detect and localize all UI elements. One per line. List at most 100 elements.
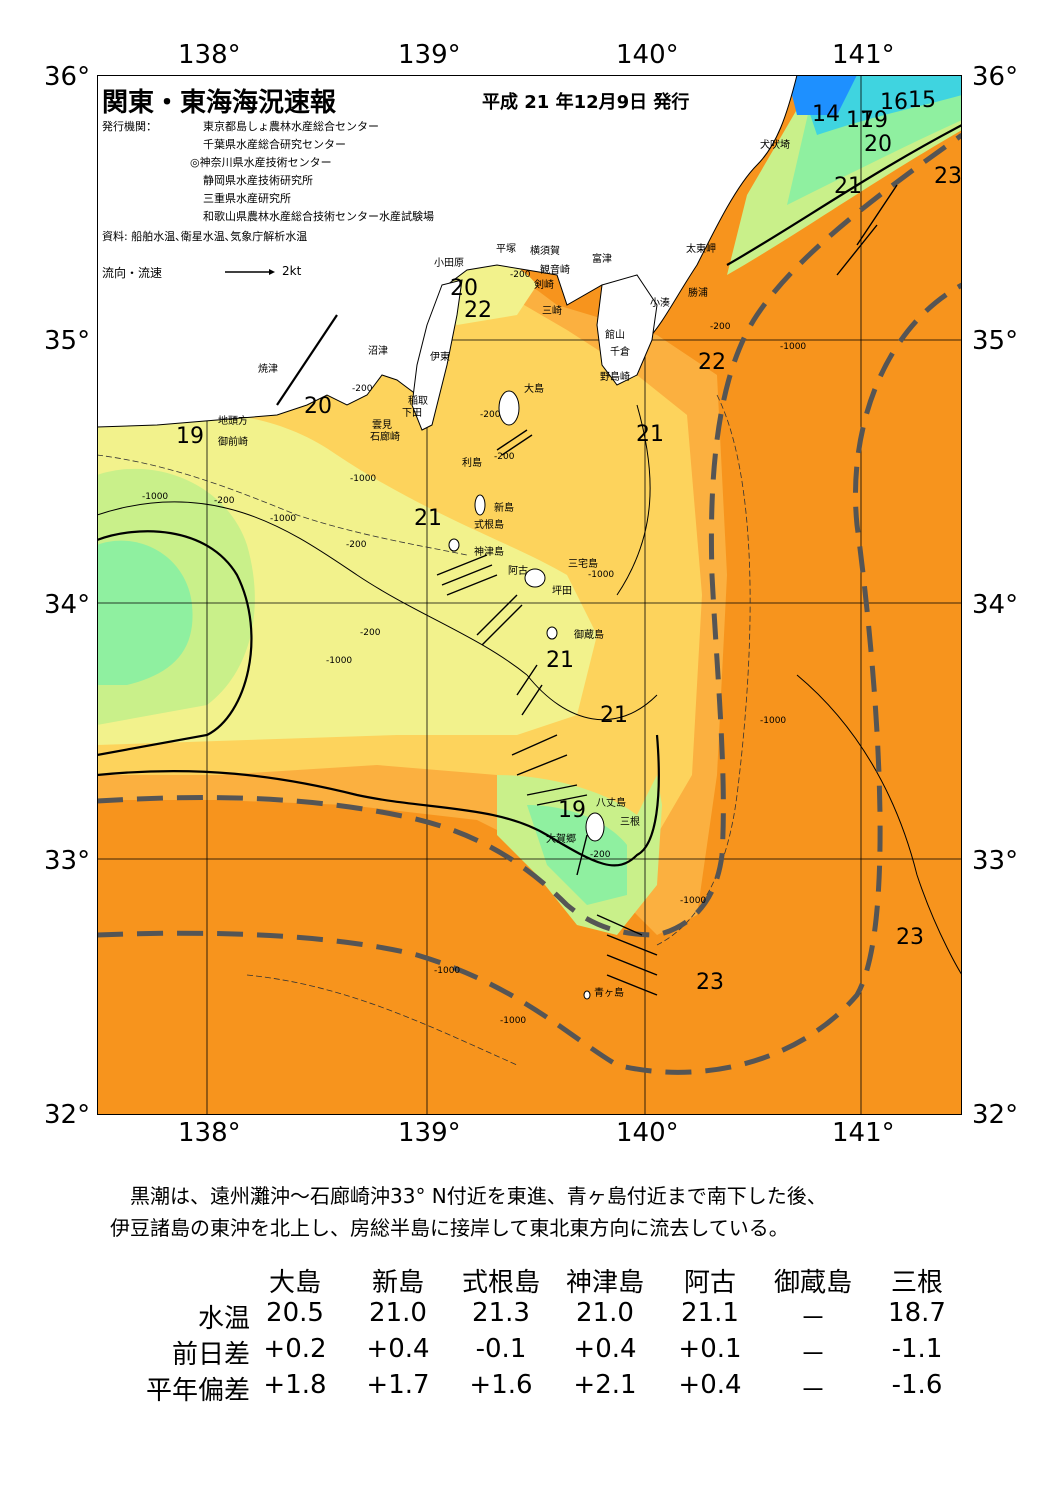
table-cell: 21.3 <box>472 1298 530 1328</box>
island-miyakejima <box>524 568 546 588</box>
water-band-18 <box>97 540 193 685</box>
place-futtsu: 富津 <box>592 254 612 265</box>
issuer-6: 和歌山県農林水産総合技術センター水産試験場 <box>203 210 434 223</box>
place-omaezaki: 御前崎 <box>218 437 248 448</box>
summary-line-2: 伊豆諸島の東沖を北上し、房総半島に接岸して東北東方向に流去している。 <box>110 1216 789 1240</box>
issuer-3: ◎神奈川県水産技術センター <box>190 156 332 169</box>
depth-label: -1000 <box>588 570 615 580</box>
column-header: 新島 <box>371 1268 424 1298</box>
current-arrows <box>436 184 898 996</box>
place-irozaki: 石廊崎 <box>370 432 400 443</box>
lon-label-bottom-140: 140° <box>616 1118 679 1148</box>
map-frame <box>97 75 962 1115</box>
issuer-5: 三重県水産研究所 <box>203 192 291 205</box>
table-cell: -1.1 <box>891 1334 943 1364</box>
temp-label-15: 15 <box>908 88 936 113</box>
column-header: 大島 <box>268 1268 321 1298</box>
lat-label-right-35: 35° <box>972 326 1019 356</box>
depth-label: -200 <box>590 850 611 860</box>
column-header: 阿古 <box>683 1268 736 1298</box>
temp-label-17: 17 <box>846 108 874 133</box>
island-kozushima <box>448 538 460 552</box>
place-aogashima: 青ヶ島 <box>594 988 624 999</box>
lat-label-left-34: 34° <box>44 590 91 620</box>
place-hachijojima: 八丈島 <box>596 798 626 809</box>
place-katsuura: 勝浦 <box>688 288 708 299</box>
table-cell: -1.6 <box>891 1370 943 1400</box>
island-hachijojima <box>585 812 605 842</box>
lat-label-right-36: 36° <box>972 62 1019 92</box>
place-taito-misaki: 太東岬 <box>686 244 716 255</box>
lon-label-bottom-141: 141° <box>832 1118 895 1148</box>
place-inubosaki: 犬吠埼 <box>760 140 790 151</box>
table-cell: +0.4 <box>573 1334 637 1364</box>
place-mikurajima: 御蔵島 <box>574 630 604 641</box>
temp-label-21-south: 21 <box>600 703 628 728</box>
table-row: 前日差 +0.2 +0.4 -0.1 +0.4 +0.1 － -1.1 <box>110 1334 970 1370</box>
place-odawara: 小田原 <box>434 258 464 269</box>
depth-label: -1000 <box>434 966 461 976</box>
table-cell: － <box>799 1304 826 1334</box>
table-cell: -0.1 <box>475 1334 527 1364</box>
place-shikinejima: 式根島 <box>474 520 504 531</box>
place-miyakejima: 三宅島 <box>568 559 598 570</box>
issuer-1: 東京都島しょ農林水産総合センター <box>203 120 379 133</box>
depth-label: -200 <box>494 452 515 462</box>
island-niijima <box>474 494 486 516</box>
depth-label: -200 <box>352 384 373 394</box>
issuer-4: 静岡県水産技術研究所 <box>203 174 313 187</box>
column-header: 三根 <box>890 1268 943 1298</box>
lat-label-right-32: 32° <box>972 1100 1019 1130</box>
table-row: 平年偏差 +1.8 +1.7 +1.6 +2.1 +0.4 － -1.6 <box>110 1370 970 1406</box>
island-aogashima <box>583 990 591 1000</box>
table-cell: +0.4 <box>366 1334 430 1364</box>
depth-label: -1000 <box>680 896 707 906</box>
table-header-row: 大島 新島 式根島 神津島 阿古 御蔵島 三根 <box>110 1262 970 1298</box>
lat-label-right-34: 34° <box>972 590 1019 620</box>
table-cell: +0.4 <box>678 1370 742 1400</box>
temp-label-21-mikura: 21 <box>546 648 574 673</box>
lat-label-right-33: 33° <box>972 846 1019 876</box>
kuroshio-summary: 黒潮は、遠州灘沖～石廊崎沖33° N付近を東進、青ヶ島付近まで南下した後、 伊豆… <box>110 1180 970 1244</box>
depth-label: -200 <box>214 496 235 506</box>
temp-label-23-ne: 23 <box>934 164 962 189</box>
temp-label-19-ne: 19 <box>860 108 888 133</box>
table-cell: － <box>799 1340 826 1370</box>
issue-date: 平成 21 年12月9日 発行 <box>482 92 690 113</box>
table-cell: +2.1 <box>573 1370 637 1400</box>
depth-label: -200 <box>360 628 381 638</box>
legend-label: 流向・流速 <box>102 266 163 280</box>
table-cell: 21.0 <box>369 1298 427 1328</box>
temp-label-20-ne: 20 <box>864 132 892 157</box>
place-tateyama: 館山 <box>605 330 625 341</box>
column-header: 御蔵島 <box>773 1268 852 1298</box>
place-tsurugisaki: 剣崎 <box>534 280 554 291</box>
temperature-contours <box>97 124 962 867</box>
table-cell: +1.6 <box>469 1370 533 1400</box>
temp-label-21-kozu: 21 <box>414 506 442 531</box>
depth-label: -1000 <box>500 1016 527 1026</box>
place-kumomi: 雲見 <box>372 420 392 431</box>
place-nojimazaki: 野島崎 <box>600 372 630 383</box>
place-hiratsuka: 平塚 <box>496 244 516 255</box>
depth-label: -200 <box>510 270 531 280</box>
place-numazu: 沼津 <box>368 346 388 357</box>
place-okago: 大賀郷 <box>546 834 576 845</box>
water-band-14-northeast <box>787 75 857 115</box>
land-boso-peninsula <box>596 274 658 386</box>
lat-label-left-32: 32° <box>44 1100 91 1130</box>
temp-label-21-east: 21 <box>636 422 664 447</box>
map-title: 関東・東海海況速報 <box>102 88 337 118</box>
lon-label-top-140: 140° <box>616 40 679 70</box>
column-header: 神津島 <box>565 1268 644 1298</box>
table-cell: － <box>799 1376 826 1406</box>
place-toshima: 利島 <box>462 458 482 469</box>
data-sources: 資料: 船舶水温､衛星水温､気象庁解析水温 <box>102 230 308 243</box>
place-tsubota: 坪田 <box>552 586 572 597</box>
lon-label-bottom-138: 138° <box>178 1118 241 1148</box>
place-misaki: 三崎 <box>542 306 562 317</box>
legend-scale: 2kt <box>282 264 302 278</box>
land-izu-peninsula <box>411 279 463 431</box>
column-header: 式根島 <box>461 1268 540 1298</box>
table-cell: +1.8 <box>263 1370 327 1400</box>
